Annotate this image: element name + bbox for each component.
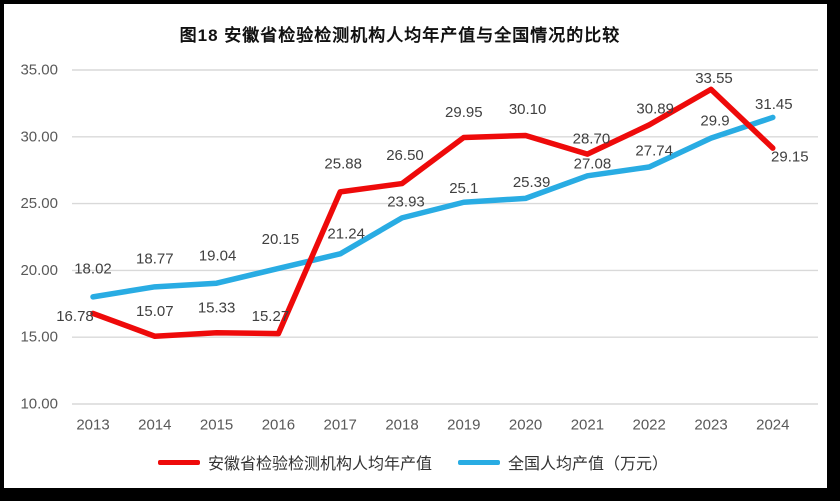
svg-text:2013: 2013: [76, 417, 109, 434]
frame-border-right: [827, 0, 840, 501]
svg-text:30.10: 30.10: [509, 101, 547, 118]
legend-label-national: 全国人均产值（万元）: [508, 456, 669, 473]
frame-border-top: [0, 0, 840, 4]
legend-label-anhui: 安徽省检验检测机构人均年产值: [207, 456, 432, 473]
svg-text:27.74: 27.74: [635, 142, 673, 159]
svg-text:2022: 2022: [633, 417, 666, 434]
svg-text:29.9: 29.9: [700, 113, 729, 130]
legend-item-anhui: 安徽省检验检测机构人均年产值: [157, 450, 432, 474]
svg-text:2023: 2023: [694, 417, 727, 434]
svg-text:16.78: 16.78: [56, 308, 94, 325]
svg-text:10.00: 10.00: [20, 396, 58, 413]
svg-text:25.39: 25.39: [513, 174, 551, 191]
svg-text:27.08: 27.08: [574, 155, 612, 172]
svg-text:15.27: 15.27: [252, 308, 290, 325]
svg-text:35.00: 35.00: [20, 62, 58, 79]
svg-text:30.89: 30.89: [636, 100, 674, 117]
svg-text:15.07: 15.07: [136, 303, 174, 320]
svg-text:25.1: 25.1: [449, 180, 478, 197]
svg-text:29.95: 29.95: [445, 104, 483, 121]
svg-text:33.55: 33.55: [695, 70, 733, 87]
legend-line-red-icon: [157, 459, 200, 465]
chart-legend: 安徽省检验检测机构人均年产值 全国人均产值（万元）: [0, 449, 826, 475]
svg-text:2016: 2016: [262, 417, 295, 434]
legend-item-national: 全国人均产值（万元）: [458, 450, 668, 474]
svg-text:30.00: 30.00: [20, 128, 58, 145]
svg-text:29.15: 29.15: [771, 149, 809, 166]
svg-text:2015: 2015: [200, 417, 233, 434]
svg-text:2021: 2021: [571, 417, 604, 434]
svg-text:26.50: 26.50: [386, 147, 424, 164]
svg-text:2019: 2019: [447, 417, 480, 434]
svg-text:28.70: 28.70: [573, 131, 611, 148]
svg-text:25.00: 25.00: [20, 195, 58, 212]
svg-text:2014: 2014: [138, 417, 171, 434]
svg-text:2018: 2018: [385, 417, 418, 434]
svg-text:15.33: 15.33: [198, 299, 236, 316]
svg-text:20.15: 20.15: [262, 231, 300, 248]
svg-text:31.45: 31.45: [755, 96, 793, 113]
svg-text:23.93: 23.93: [387, 193, 425, 210]
svg-text:18.02: 18.02: [74, 260, 112, 277]
svg-text:21.24: 21.24: [327, 225, 365, 242]
svg-text:20.00: 20.00: [20, 262, 58, 279]
frame-border-bottom: [0, 488, 840, 501]
svg-text:18.77: 18.77: [136, 250, 174, 267]
chart-title: 图18 安徽省检验检测机构人均年产值与全国情况的比较: [179, 26, 621, 45]
svg-text:2024: 2024: [756, 417, 789, 434]
legend-line-blue-icon: [458, 459, 500, 465]
svg-text:25.88: 25.88: [324, 155, 362, 172]
svg-text:2020: 2020: [509, 417, 542, 434]
frame-border-left: [0, 0, 4, 501]
svg-text:19.04: 19.04: [199, 248, 237, 265]
svg-text:2017: 2017: [324, 417, 357, 434]
svg-text:15.00: 15.00: [20, 329, 58, 346]
